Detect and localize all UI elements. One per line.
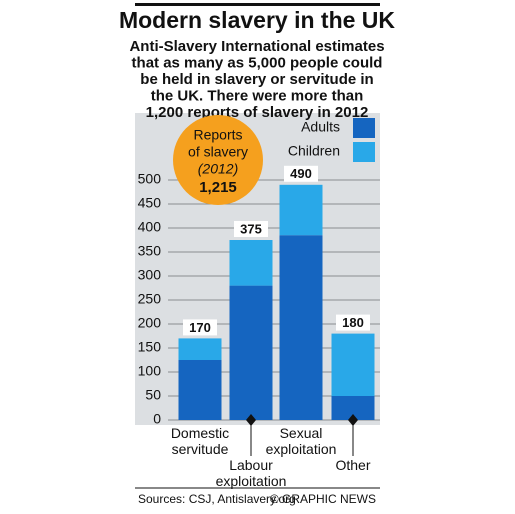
y-tick-label: 200 — [138, 315, 162, 331]
annotation-circle — [173, 115, 263, 205]
x-tick-label: Sexual exploitation — [266, 425, 337, 457]
total-label-box — [336, 314, 370, 331]
top-rule — [135, 3, 380, 6]
total-label: 490 — [290, 166, 312, 181]
chart-title: Modern slavery in the UK — [119, 7, 395, 33]
y-tick-label: 250 — [138, 291, 162, 307]
y-tick-label: 400 — [138, 219, 162, 235]
annotation-text: of slavery — [188, 144, 248, 160]
subtitle: Anti-Slavery International estimates — [129, 38, 384, 55]
legend-swatch — [353, 142, 375, 162]
subtitle: the UK. There were more than — [151, 87, 364, 104]
x-tick-label: Domestic servitude — [171, 425, 229, 457]
y-tick-label: 300 — [138, 267, 162, 283]
y-tick-label: 50 — [145, 387, 161, 403]
y-tick-label: 100 — [138, 363, 162, 379]
total-label: 170 — [189, 320, 211, 335]
subtitle: that as many as 5,000 people could — [132, 54, 383, 71]
bar-segment — [229, 285, 273, 420]
source: Sources: CSJ, Antislavery.org — [138, 492, 296, 506]
legend-label: Adults — [301, 119, 340, 135]
pointer-marker — [246, 414, 256, 426]
bar-segment — [229, 240, 273, 286]
credit: © GRAPHIC NEWS — [270, 492, 376, 506]
total-label-box — [183, 319, 217, 336]
bar-segment — [178, 360, 222, 420]
y-tick-label: 450 — [138, 195, 162, 211]
x-tick-label: Labour exploitation — [216, 457, 287, 489]
bar-segment — [279, 184, 323, 236]
total-label: 375 — [240, 221, 262, 236]
y-tick-label: 350 — [138, 243, 162, 259]
pointer-marker — [348, 414, 358, 426]
legend-label: Children — [288, 143, 340, 159]
y-tick-label: 500 — [138, 171, 162, 187]
bar-segment — [178, 338, 222, 360]
annotation-year: (2012) — [198, 161, 238, 177]
total-label: 180 — [342, 315, 364, 330]
bar-segment — [331, 333, 375, 396]
annotation-text: Reports — [193, 127, 242, 143]
bar-segment — [279, 235, 323, 420]
y-tick-label: 0 — [153, 411, 161, 427]
annotation-value: 1,215 — [199, 179, 237, 196]
total-label-box — [234, 221, 268, 237]
x-tick-label: Other — [335, 457, 370, 473]
total-label-box — [284, 165, 318, 182]
legend-swatch — [353, 118, 375, 138]
subtitle: be held in slavery or servitude in — [140, 71, 373, 88]
subtitle: 1,200 reports of slavery in 2012 — [146, 104, 369, 121]
y-tick-label: 150 — [138, 339, 162, 355]
